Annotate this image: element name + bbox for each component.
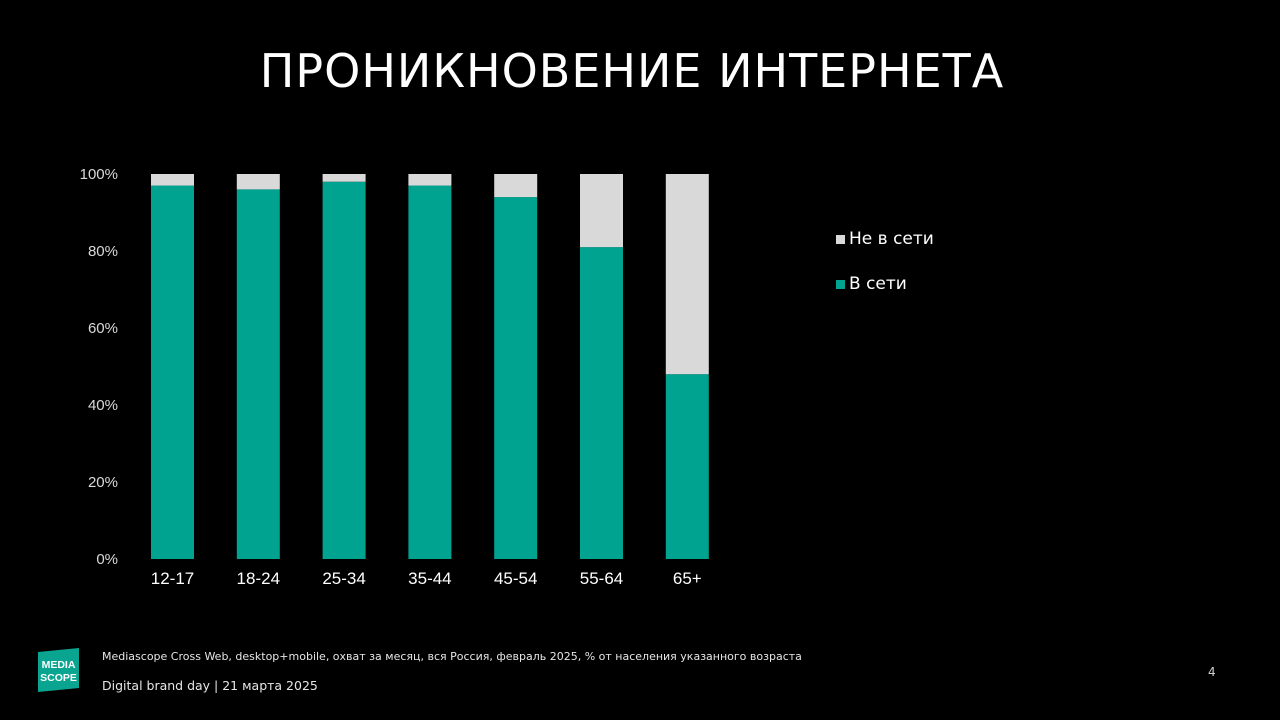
legend-item-offline: Не в сети [836, 228, 934, 250]
y-tick-label: 0% [96, 551, 118, 568]
chart-legend: Не в сети В сети [836, 228, 934, 318]
logo-text-media: MEDIA [42, 659, 76, 671]
bar-online [665, 374, 709, 559]
bar-online [408, 185, 452, 560]
bar-online [494, 197, 538, 559]
penetration-bar-chart: 0% 20% 40% 60% 80% 100% 12-17 18-24 25-34 35-44 45… [80, 166, 709, 588]
bar-online [322, 181, 366, 559]
slide-title: ПРОНИКНОВЕНИЕ ИНТЕРНЕТА [259, 44, 1005, 98]
legend-item-online: В сети [836, 273, 934, 295]
x-tick-label: 12-17 [151, 569, 194, 588]
x-tick-label: 18-24 [237, 569, 280, 588]
y-tick-label: 40% [88, 397, 118, 414]
bar-offline [665, 174, 709, 375]
y-tick-label: 80% [88, 243, 118, 260]
x-tick-label: 35-44 [408, 569, 451, 588]
bar-offline [236, 174, 280, 190]
legend-label-online: В сети [849, 274, 907, 294]
y-tick-label: 60% [88, 320, 118, 337]
x-tick-label: 45-54 [494, 569, 537, 588]
x-tick-label: 25-34 [322, 569, 365, 588]
x-tick-label: 55-64 [580, 569, 623, 588]
source-footnote: Mediascope Cross Web, desktop+mobile, ох… [102, 650, 802, 663]
bar-offline [151, 174, 194, 186]
bar-online [236, 189, 280, 559]
bar-offline [408, 174, 452, 186]
bar-online [580, 247, 623, 559]
y-tick-label: 20% [88, 474, 118, 491]
x-tick-label: 65+ [673, 569, 702, 588]
bar-offline [580, 174, 623, 248]
mediascope-logo: MEDIA SCOPE [38, 648, 79, 692]
y-tick-label: 100% [80, 166, 118, 183]
event-caption: Digital brand day | 21 марта 2025 [102, 678, 318, 693]
legend-swatch-online [836, 279, 845, 289]
bar-offline [322, 174, 366, 182]
logo-text-scope: SCOPE [40, 672, 77, 684]
bar-offline [494, 174, 538, 198]
legend-swatch-offline [836, 234, 845, 244]
page-number: 4 [1208, 665, 1216, 679]
bar-online [151, 185, 194, 560]
legend-label-offline: Не в сети [849, 229, 934, 249]
